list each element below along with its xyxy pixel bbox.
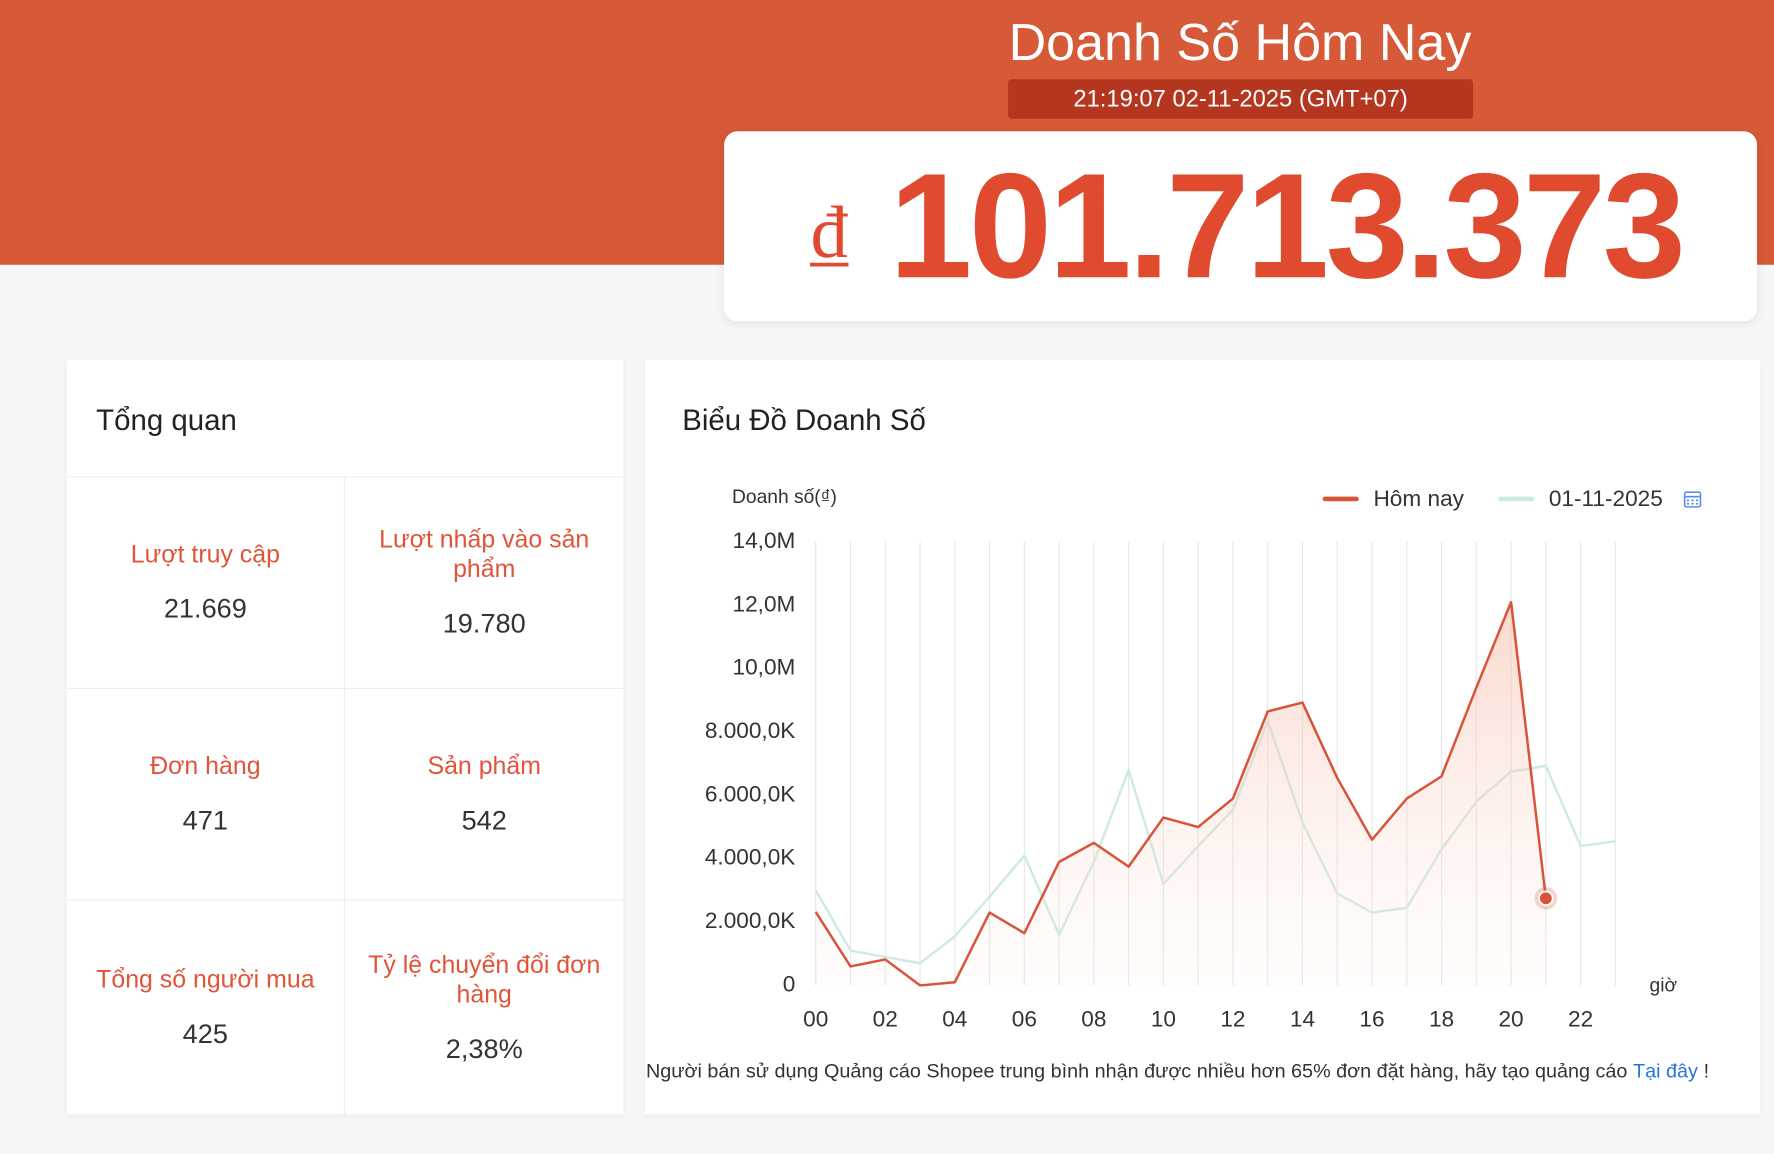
calendar-dot [1695,499,1699,502]
stat-cell: Sản phẩm 542 [345,689,624,901]
stat-value: 19.780 [442,608,526,640]
x-tick-label: 04 [942,1006,967,1031]
y-tick-label: 0 [783,971,796,996]
stat-value: 471 [182,805,228,837]
y-tick-label: 4.000,0K [705,845,796,870]
stat-value: 425 [182,1019,228,1050]
total-sales: 101.713.373 [889,142,1686,309]
x-tick-label: 18 [1429,1006,1454,1031]
y-tick-label: 6.000,0K [705,781,796,806]
header-title: Doanh Số Hôm Nay [1008,12,1472,72]
x-tick-label: 14 [1290,1006,1315,1031]
x-tick-label: 06 [1012,1006,1037,1031]
stats-grid: Lượt truy cập 21.669 Lượt nhấp vào sản phẩ… [66,476,624,1116]
calendar-dot [1691,502,1694,505]
x-tick-label: 00 [803,1006,828,1031]
stat-label: Tổng số người mua [96,965,315,994]
area [815,602,1546,986]
currency: ₫ [810,187,849,275]
stat-cell: Lượt nhấp vào sản phẩm 19.780 [345,477,624,690]
calendar-icon[interactable] [1683,491,1702,508]
stat-cell: Tổng số người mua 425 [67,900,346,1116]
x-axis-label: giờ [1650,976,1678,997]
x-tick-label: 20 [1498,1006,1523,1031]
calendar-dot [1686,502,1690,505]
y-tick-label: 10,0M [733,655,796,680]
stat-label: Tỷ lệ chuyển đổi đơn hàng [368,950,601,1009]
y-tick-label: 14,0M [733,528,796,553]
stat-label: Lượt truy cập [130,539,280,568]
overview-title: Tổng quan [96,402,237,437]
note-text: Người bán sử dụng Quảng cáo Shopee trung… [646,1061,1627,1083]
legend-label: 01-11-2025 [1549,486,1663,511]
x-tick-label: 08 [1081,1006,1106,1031]
timestamp: 21:19:07 02-11-2025 (GMT+07) [1008,79,1474,119]
stat-value: 542 [461,805,507,837]
calendar-dot [1695,502,1699,505]
stat-value: 2,38% [445,1034,523,1065]
calendar-dot [1691,499,1694,502]
stat-value: 21.669 [163,593,247,625]
line [814,600,1548,987]
total-card: ₫ 101.713.373 [724,131,1758,322]
highlight-point [1538,890,1554,906]
y-tick-label: 8.000,0K [705,718,796,743]
stat-label: Đơn hàng [150,751,261,780]
stat-cell: Đơn hàng 471 [66,689,346,901]
chart-title: Biểu Đồ Doanh Số [682,404,926,437]
chart: Biểu Đồ Doanh Số Doanh số(₫) giờ Người b… [646,404,1709,1083]
x-tick-label: 10 [1151,1006,1176,1031]
stat-label: Sản phẩm [427,751,541,780]
note-link[interactable]: Tại đây [1633,1061,1698,1083]
y-axis-label: Doanh số(₫) [732,487,837,508]
stat-label: Lượt nhấp vào sản phẩm [379,524,590,583]
chart-card [644,359,1761,1115]
x-tick-label: 22 [1568,1006,1593,1031]
legend-label: Hôm nay [1373,486,1464,511]
calendar-dot [1686,499,1690,502]
stat-cell: Lượt truy cập 21.669 [66,477,346,690]
overview-card: Tổng quan Lượt truy cập 21.669 Lượt nhấp v… [66,359,624,1116]
calendar-frame [1683,491,1702,508]
y-tick-label: 12,0M [733,591,796,616]
x-tick-label: 02 [873,1006,898,1031]
y-tick-label: 2.000,0K [705,908,796,933]
x-tick-label: 12 [1220,1006,1245,1031]
note-end: ! [1704,1061,1710,1083]
stat-cell: Tỷ lệ chuyển đổi đơn hàng 2,38% [345,901,623,1116]
chart-note: Người bán sử dụng Quảng cáo Shopee trung… [646,1061,1709,1083]
x-tick-label: 16 [1359,1006,1384,1031]
